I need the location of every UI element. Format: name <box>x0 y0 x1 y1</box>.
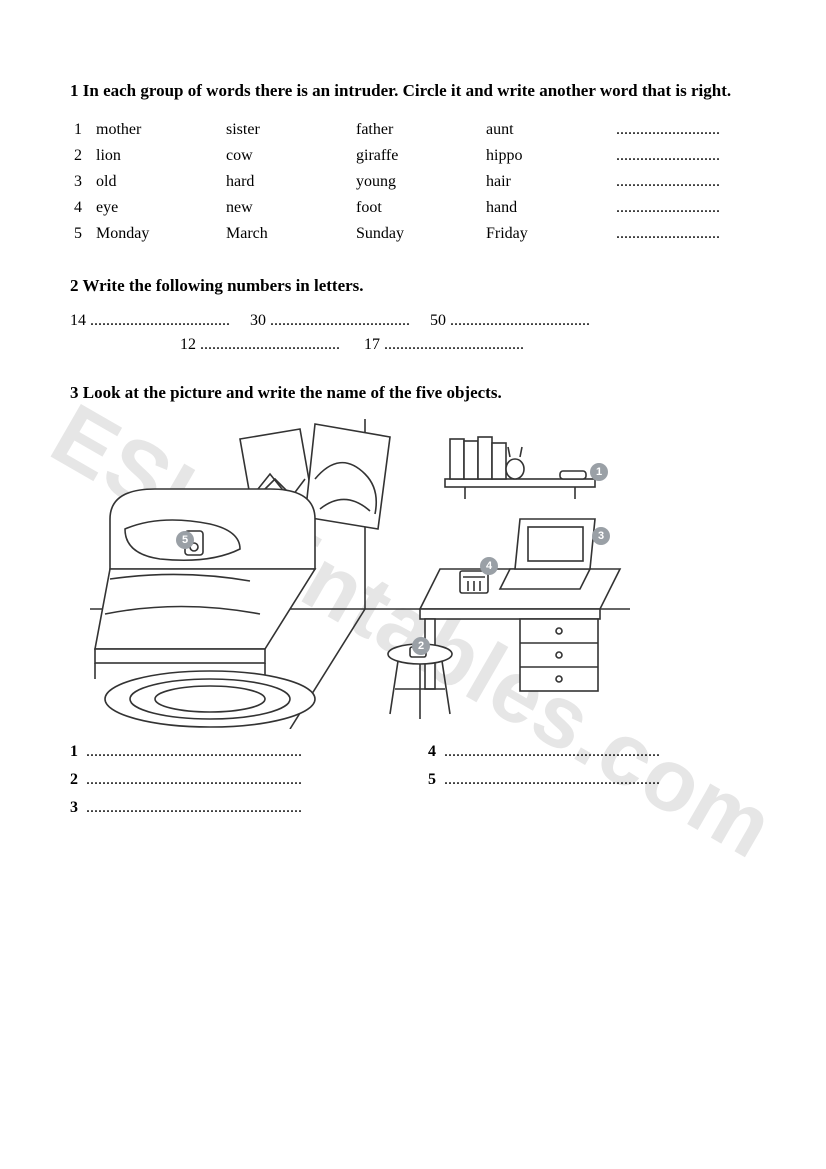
word-cell: old <box>92 169 222 195</box>
badge-5: 5 <box>176 531 194 549</box>
word-cell: aunt <box>482 117 612 143</box>
word-cell: March <box>222 221 352 247</box>
word-cell: sister <box>222 117 352 143</box>
row-number: 3 <box>70 169 92 195</box>
answer-blank: ................................... <box>384 336 524 353</box>
q2-instruction: 2 Write the following numbers in letters… <box>70 275 756 298</box>
laptop <box>500 519 595 589</box>
answer-blank: .......................... <box>612 117 756 143</box>
answer-line: 4 ......................................… <box>428 743 756 761</box>
word-cell: hippo <box>482 143 612 169</box>
answer-blank: ................................... <box>450 312 590 329</box>
answer-blank: ................................... <box>270 312 410 329</box>
stool <box>388 644 452 719</box>
word-cell: hard <box>222 169 352 195</box>
word-cell: foot <box>352 195 482 221</box>
poster-2 <box>305 424 390 529</box>
row-number: 2 <box>70 143 92 169</box>
table-row: 3 old hard young hair ..................… <box>70 169 756 195</box>
answer-blank: ........................................… <box>86 799 302 816</box>
badge-4: 4 <box>480 557 498 575</box>
row-number: 5 <box>70 221 92 247</box>
bed <box>95 489 315 679</box>
word-cell: Friday <box>482 221 612 247</box>
word-cell: father <box>352 117 482 143</box>
badge-2: 2 <box>412 637 430 655</box>
word-cell: hand <box>482 195 612 221</box>
bedroom-svg <box>90 419 630 729</box>
row-number: 4 <box>70 195 92 221</box>
answer-blank: ........................................… <box>444 743 660 760</box>
row-number: 1 <box>70 117 92 143</box>
answer-line: 5 ......................................… <box>428 771 756 789</box>
number-label: 30 <box>250 312 266 329</box>
word-cell: mother <box>92 117 222 143</box>
word-cell: giraffe <box>352 143 482 169</box>
table-row: 4 eye new foot hand ....................… <box>70 195 756 221</box>
answer-blank: ........................................… <box>86 771 302 788</box>
answer-blank: .......................... <box>612 221 756 247</box>
q3-answers: 1 ......................................… <box>70 743 756 817</box>
answer-number: 4 <box>428 743 436 760</box>
q2-row2: 12 ................................... 1… <box>180 336 756 354</box>
q1-instruction: 1 In each group of words there is an int… <box>70 80 756 103</box>
answer-blank: ................................... <box>90 312 230 329</box>
answer-number: 5 <box>428 771 436 788</box>
bedroom-picture: 1 2 3 4 5 <box>90 419 630 729</box>
answer-blank: .......................... <box>612 169 756 195</box>
number-label: 17 <box>364 336 380 353</box>
q2-row1: 14 ................................... 3… <box>70 312 756 330</box>
badge-1: 1 <box>590 463 608 481</box>
table-row: 2 lion cow giraffe hippo ...............… <box>70 143 756 169</box>
answer-number: 3 <box>70 799 78 816</box>
number-label: 12 <box>180 336 196 353</box>
word-cell: hair <box>482 169 612 195</box>
word-cell: eye <box>92 195 222 221</box>
word-cell: Sunday <box>352 221 482 247</box>
word-cell: young <box>352 169 482 195</box>
word-cell: cow <box>222 143 352 169</box>
shelf <box>445 437 595 499</box>
rug <box>105 671 315 727</box>
worksheet-page: 1 In each group of words there is an int… <box>0 0 826 857</box>
answer-line: 2 ......................................… <box>70 771 398 789</box>
answer-blank: ........................................… <box>86 743 302 760</box>
answer-line: 3 ......................................… <box>70 799 398 817</box>
word-cell: Monday <box>92 221 222 247</box>
word-cell: lion <box>92 143 222 169</box>
number-label: 50 <box>430 312 446 329</box>
number-label: 14 <box>70 312 86 329</box>
answer-blank: ........................................… <box>444 771 660 788</box>
calculator <box>460 571 488 593</box>
q1-table: 1 mother sister father aunt ............… <box>70 117 756 247</box>
badge-3: 3 <box>592 527 610 545</box>
word-cell: new <box>222 195 352 221</box>
answer-blank: .......................... <box>612 195 756 221</box>
answer-line: 1 ......................................… <box>70 743 398 761</box>
answer-number: 1 <box>70 743 78 760</box>
table-row: 5 Monday March Sunday Friday ...........… <box>70 221 756 247</box>
answer-blank: .......................... <box>612 143 756 169</box>
q3-instruction: 3 Look at the picture and write the name… <box>70 382 756 405</box>
table-row: 1 mother sister father aunt ............… <box>70 117 756 143</box>
answer-blank: ................................... <box>200 336 340 353</box>
answer-number: 2 <box>70 771 78 788</box>
